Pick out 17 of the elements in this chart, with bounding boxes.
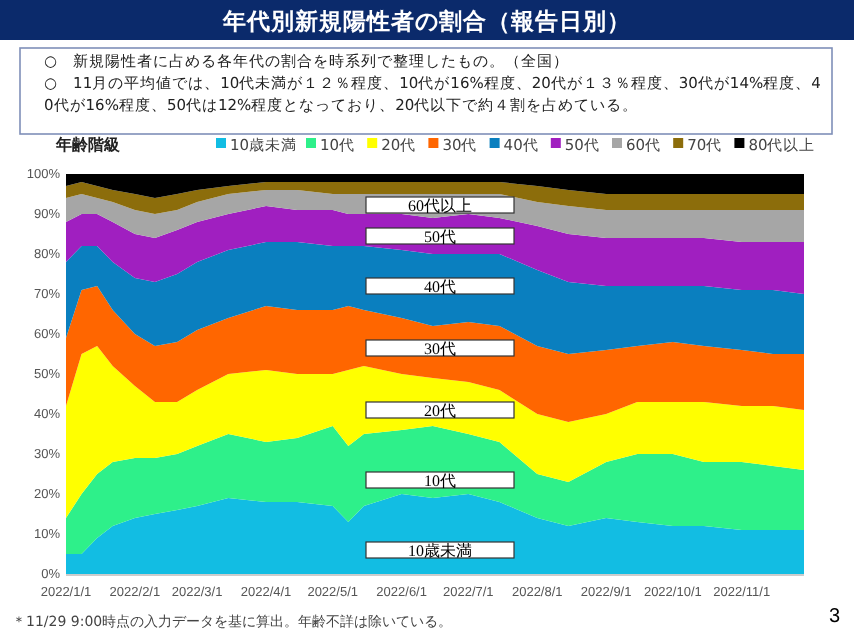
annotation: 10歳未満 xyxy=(408,541,472,560)
legend-title: 年齢階級 xyxy=(54,136,122,154)
chart-title: 年代別新規陽性者の割合（報告日別） xyxy=(221,7,631,35)
annotation: 10代 xyxy=(424,471,456,490)
annotation: 40代 xyxy=(424,277,456,296)
label-box: 60代以上 xyxy=(365,196,515,215)
label-box: 10歳未満 xyxy=(365,541,515,560)
annotation: 50代 xyxy=(424,227,456,246)
text: 3 xyxy=(828,606,841,628)
label-box: 30代 xyxy=(365,339,515,358)
label-box: 20代 xyxy=(365,401,515,420)
label-box: 50代 xyxy=(365,227,515,246)
label-box: 10代 xyxy=(365,471,515,490)
annotation: 20代 xyxy=(424,401,456,420)
label-box: 40代 xyxy=(365,277,515,296)
annotation: 60代以上 xyxy=(408,196,472,215)
annotation: 30代 xyxy=(424,339,456,358)
